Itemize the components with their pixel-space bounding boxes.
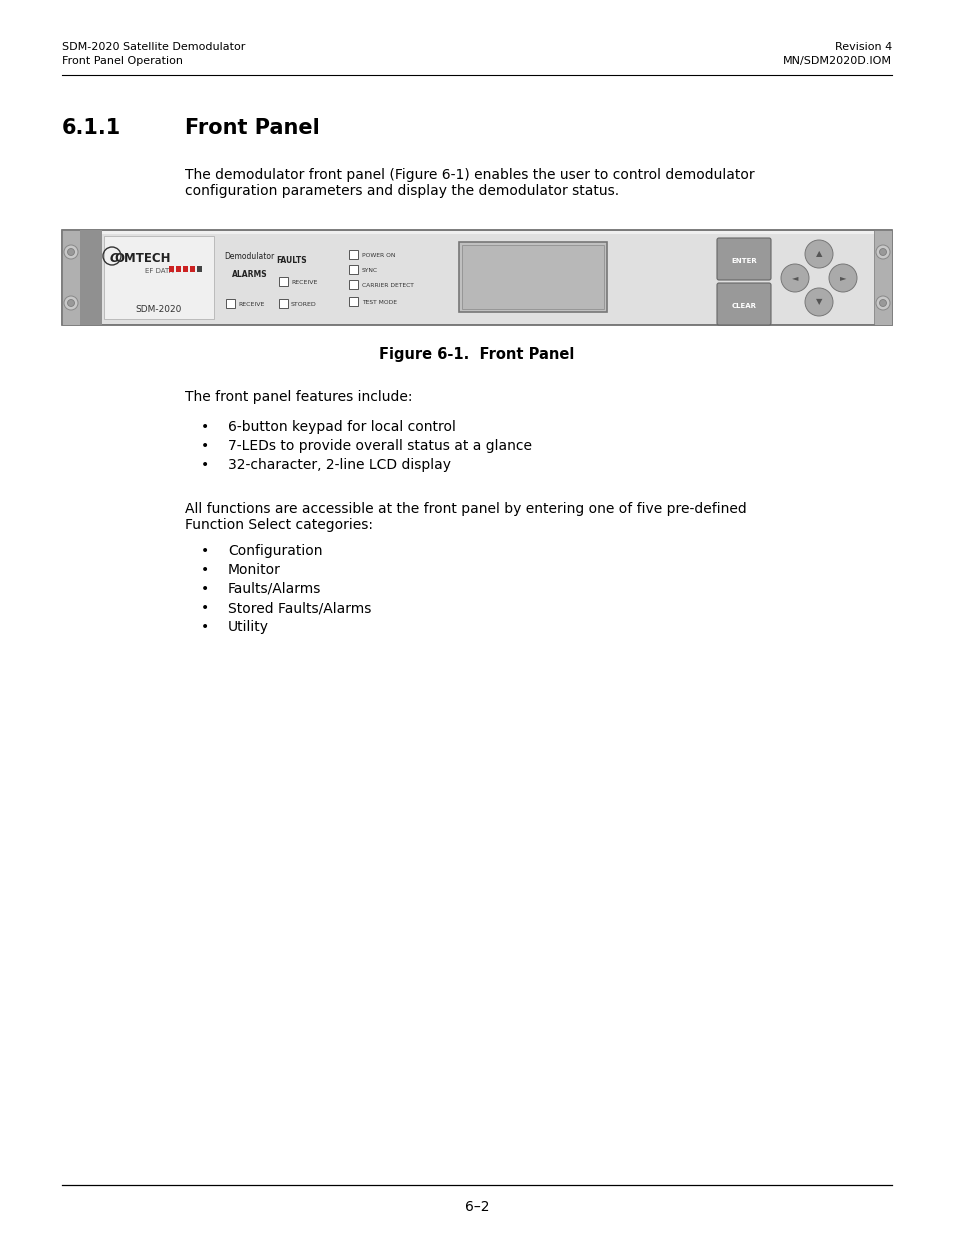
Text: •: • (201, 543, 209, 558)
Circle shape (64, 245, 78, 259)
Bar (278, 277, 288, 287)
Circle shape (781, 264, 808, 291)
Bar (183, 266, 188, 272)
FancyBboxPatch shape (717, 238, 770, 280)
Text: Front Panel Operation: Front Panel Operation (62, 56, 183, 65)
Text: Front Panel: Front Panel (185, 119, 319, 138)
Text: 6-button keypad for local control: 6-button keypad for local control (228, 420, 456, 433)
Circle shape (875, 245, 889, 259)
Text: ▼: ▼ (815, 298, 821, 306)
Text: 6–2: 6–2 (464, 1200, 489, 1214)
Text: 6.1.1: 6.1.1 (62, 119, 121, 138)
Text: SDM-2020: SDM-2020 (135, 305, 182, 314)
Text: 7-LEDs to provide overall status at a glance: 7-LEDs to provide overall status at a gl… (228, 438, 532, 453)
Text: POWER ON: POWER ON (361, 253, 395, 258)
Text: CLEAR: CLEAR (731, 303, 756, 309)
Text: RECEIVE: RECEIVE (291, 280, 317, 285)
Text: All functions are accessible at the front panel by entering one of five pre-defi: All functions are accessible at the fron… (185, 501, 746, 516)
Bar (349, 249, 357, 259)
Text: CARRIER DETECT: CARRIER DETECT (361, 283, 414, 288)
Bar (190, 266, 194, 272)
Circle shape (875, 296, 889, 310)
Text: ►: ► (839, 273, 845, 283)
Text: Configuration: Configuration (228, 543, 322, 558)
Text: •: • (201, 420, 209, 433)
Bar (80, 230, 102, 325)
Text: •: • (201, 438, 209, 453)
Text: ◄: ◄ (791, 273, 798, 283)
Text: ENTER: ENTER (730, 258, 756, 264)
Bar (196, 266, 202, 272)
Circle shape (879, 248, 885, 256)
Text: SDM-2020 Satellite Demodulator: SDM-2020 Satellite Demodulator (62, 42, 245, 52)
Text: configuration parameters and display the demodulator status.: configuration parameters and display the… (185, 184, 618, 198)
Text: TEST MODE: TEST MODE (361, 300, 396, 305)
Bar (461, 245, 603, 309)
Bar (104, 236, 213, 319)
Bar (226, 299, 234, 308)
Bar (349, 296, 357, 306)
Text: OMTECH: OMTECH (113, 252, 171, 266)
Bar (349, 280, 357, 289)
Bar (175, 266, 181, 272)
Text: 32-character, 2-line LCD display: 32-character, 2-line LCD display (228, 458, 451, 472)
Bar (873, 230, 891, 325)
Text: SYNC: SYNC (361, 268, 377, 273)
Text: •: • (201, 582, 209, 597)
Text: Monitor: Monitor (228, 563, 280, 577)
Text: •: • (201, 601, 209, 615)
Text: Revision 4: Revision 4 (834, 42, 891, 52)
Text: Figure 6-1.  Front Panel: Figure 6-1. Front Panel (379, 347, 574, 362)
Text: The demodulator front panel (Figure 6-1) enables the user to control demodulator: The demodulator front panel (Figure 6-1)… (185, 168, 754, 182)
Text: FAULTS: FAULTS (276, 256, 307, 266)
Bar (169, 266, 173, 272)
Bar (62, 230, 891, 325)
Text: MN/SDM2020D.IOM: MN/SDM2020D.IOM (782, 56, 891, 65)
Text: •: • (201, 458, 209, 472)
Bar (349, 266, 357, 274)
Bar (64, 231, 889, 233)
Text: ▲: ▲ (815, 249, 821, 258)
Bar (62, 230, 80, 325)
Circle shape (804, 288, 832, 316)
Circle shape (879, 300, 885, 306)
Text: The front panel features include:: The front panel features include: (185, 390, 412, 404)
Circle shape (828, 264, 856, 291)
Text: Stored Faults/Alarms: Stored Faults/Alarms (228, 601, 371, 615)
Text: Faults/Alarms: Faults/Alarms (228, 582, 321, 597)
Text: RECEIVE: RECEIVE (237, 303, 264, 308)
Circle shape (68, 300, 74, 306)
Text: Demodulator: Demodulator (224, 252, 274, 261)
Text: EF DATA: EF DATA (145, 268, 173, 274)
Bar (278, 299, 288, 308)
FancyBboxPatch shape (717, 283, 770, 325)
Text: Function Select categories:: Function Select categories: (185, 517, 373, 532)
Text: Utility: Utility (228, 620, 269, 634)
Text: STORED: STORED (291, 303, 316, 308)
Circle shape (804, 240, 832, 268)
Text: C: C (110, 252, 118, 266)
Circle shape (64, 296, 78, 310)
Circle shape (68, 248, 74, 256)
Text: ALARMS: ALARMS (232, 270, 268, 279)
Text: •: • (201, 563, 209, 577)
Bar (458, 242, 606, 312)
Text: •: • (201, 620, 209, 634)
